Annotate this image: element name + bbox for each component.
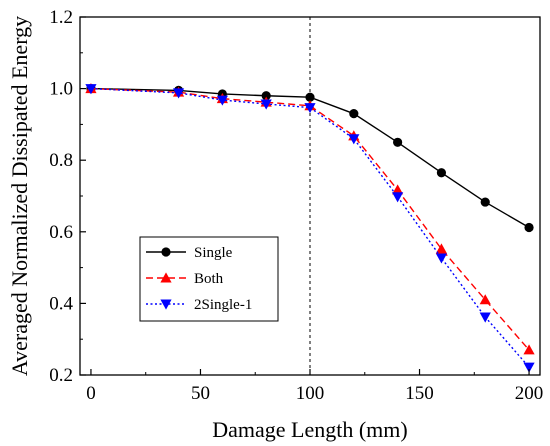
data-point [523, 344, 535, 355]
x-axis-ticks: 0 50 100 150 200 [86, 369, 543, 404]
data-point [260, 99, 272, 110]
legend-item: Single [146, 245, 233, 261]
y-tick-label: 0.8 [49, 150, 73, 171]
data-point [392, 184, 404, 195]
series-layer [85, 83, 535, 373]
data-point [480, 197, 490, 207]
data-point [479, 312, 491, 323]
data-point [349, 109, 359, 119]
x-tick-label: 0 [86, 383, 96, 404]
legend-label: Single [194, 245, 233, 261]
series-0 [86, 84, 534, 233]
data-point [304, 103, 316, 114]
data-point [435, 253, 448, 264]
data-point [392, 192, 404, 203]
legend-marker [160, 272, 172, 283]
y-tick-label: 0.6 [49, 222, 73, 243]
y-tick-label: 0.2 [49, 365, 73, 386]
legend-item: 2Single-1 [146, 297, 252, 313]
y-tick-label: 1.2 [49, 7, 73, 28]
series-line [90, 87, 530, 229]
x-axis-label: Damage Length (mm) [212, 417, 408, 442]
legend-label: Both [194, 271, 224, 287]
legend: Single Both 2Single-1 [139, 236, 279, 322]
y-tick-label: 0.4 [49, 293, 73, 314]
y-tick-label: 1.0 [49, 79, 73, 100]
data-point [524, 222, 534, 233]
data-point [216, 95, 228, 106]
data-point [435, 243, 448, 254]
legend-item: Both [146, 271, 224, 287]
series-line [90, 87, 530, 351]
data-point [172, 88, 185, 99]
data-point [393, 137, 403, 147]
series-line [90, 87, 530, 368]
legend-label: 2Single-1 [194, 297, 252, 313]
data-point [261, 91, 271, 101]
x-tick-label: 200 [515, 383, 544, 404]
data-point [348, 134, 360, 145]
data-point [436, 168, 447, 178]
data-point [479, 294, 491, 305]
data-point [85, 84, 97, 95]
data-point [305, 92, 315, 102]
y-axis-label: Averaged Normalized Dissipated Energy [7, 16, 32, 376]
series-2 [85, 84, 535, 373]
data-point [523, 362, 535, 373]
legend-marker [161, 247, 171, 257]
x-tick-label: 150 [405, 383, 434, 404]
legend-marker [160, 299, 172, 310]
x-tick-label: 100 [296, 383, 325, 404]
x-tick-label: 50 [191, 383, 210, 404]
y-axis-ticks: 0.2 0.4 0.6 0.8 1.0 1.2 [49, 7, 86, 386]
